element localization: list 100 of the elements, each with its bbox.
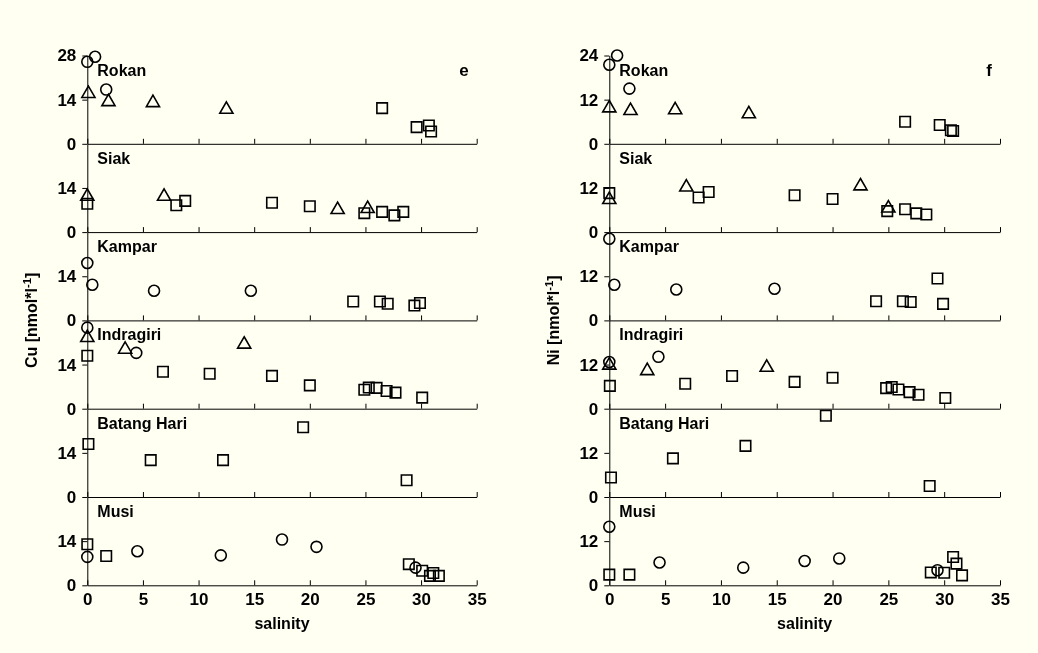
point (896, 295, 909, 308)
point (297, 421, 310, 434)
point (759, 359, 775, 373)
point (358, 383, 371, 396)
point (416, 564, 429, 577)
point (947, 550, 960, 564)
x-tick-label: 25 (879, 590, 899, 610)
point (623, 102, 638, 116)
y-tick-label: 12 (579, 267, 599, 287)
y-tick-label: 14 (57, 443, 77, 463)
y-tick-label: 14 (57, 532, 77, 552)
point (603, 187, 616, 200)
point (956, 569, 969, 582)
point (362, 381, 375, 394)
point (933, 118, 946, 132)
point (88, 50, 102, 64)
point (653, 556, 666, 569)
x-tick-label: 20 (823, 590, 843, 610)
point (853, 177, 868, 191)
point (275, 533, 289, 546)
point (601, 191, 617, 205)
point (939, 391, 952, 405)
point (413, 297, 426, 310)
point (416, 391, 429, 404)
point (370, 381, 383, 394)
point (832, 552, 846, 565)
point (950, 557, 963, 570)
point (603, 379, 616, 392)
point (892, 383, 905, 396)
point (81, 538, 94, 551)
x-tick-label: 30 (412, 590, 432, 610)
point (244, 284, 258, 298)
point (265, 369, 279, 382)
point (144, 454, 157, 467)
point (389, 386, 402, 399)
x-tick-label: 0 (605, 590, 615, 610)
chart-title: Musi (97, 503, 134, 520)
point (79, 329, 95, 343)
point (741, 105, 757, 119)
y-tick-label: 0 (66, 487, 77, 507)
chart-title: Batang Hari (97, 414, 188, 432)
point (692, 191, 705, 204)
point (623, 568, 636, 581)
point (410, 121, 423, 134)
point (81, 256, 94, 270)
chart-title: Musi (619, 503, 656, 520)
point (899, 115, 912, 128)
point (380, 385, 393, 398)
point (376, 205, 389, 218)
y-tick-label: 0 (66, 576, 77, 596)
point (669, 283, 683, 296)
point (923, 479, 936, 493)
point (101, 93, 116, 107)
chart-title: Siak (97, 149, 131, 167)
y-tick-label: 0 (66, 311, 77, 331)
x-tick-label: 0 (83, 590, 93, 610)
point (81, 321, 94, 334)
point (156, 365, 169, 378)
point (156, 188, 172, 202)
x-tick-label: 15 (245, 590, 265, 610)
point (376, 102, 389, 115)
point (679, 377, 692, 390)
point (623, 82, 636, 95)
point (81, 197, 94, 210)
point (798, 554, 811, 568)
chart-title: Siak (619, 149, 653, 167)
point (310, 540, 323, 554)
point (409, 561, 422, 574)
x-tick-label: 5 (660, 590, 671, 610)
point (702, 185, 715, 199)
point (924, 566, 937, 579)
y-tick-label: 0 (588, 576, 599, 596)
point (100, 549, 113, 563)
point (330, 201, 346, 215)
point (347, 295, 360, 308)
point (904, 295, 917, 309)
point (826, 371, 839, 384)
point (388, 209, 401, 222)
point (603, 232, 616, 246)
point (81, 349, 94, 362)
point (216, 454, 230, 467)
point (79, 188, 95, 202)
point (788, 189, 801, 202)
point (303, 379, 316, 392)
point (99, 83, 113, 96)
point (603, 520, 616, 534)
x-tick-label: 30 (935, 590, 955, 610)
point (203, 367, 216, 380)
y-tick-label: 12 (579, 355, 599, 375)
point (885, 380, 898, 394)
y-tick-label: 0 (588, 223, 599, 243)
chart-title: Rokan (619, 61, 669, 79)
point (666, 452, 679, 465)
chart-title: Rokan (97, 61, 147, 79)
point (236, 335, 252, 349)
point (131, 544, 144, 558)
point (214, 549, 228, 562)
point (819, 409, 832, 422)
point (603, 568, 616, 581)
point (736, 561, 750, 574)
